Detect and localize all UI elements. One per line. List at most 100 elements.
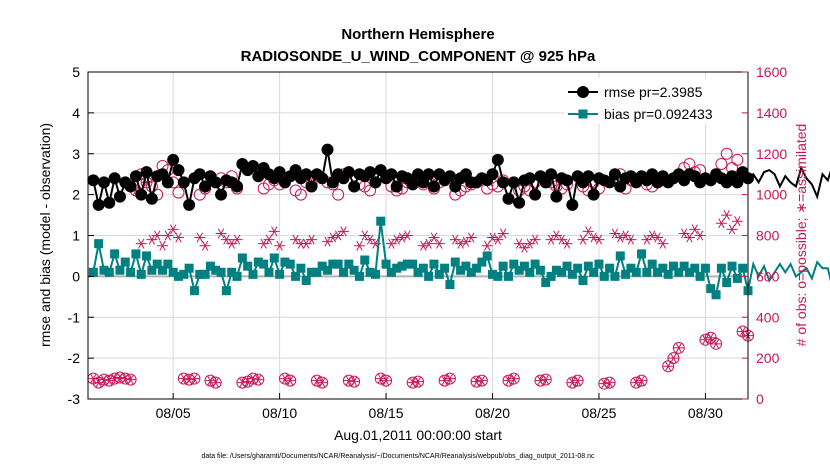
grid [88, 71, 748, 400]
rmse-point [497, 176, 510, 189]
assimilated-point [290, 234, 302, 245]
bias-point [626, 263, 636, 273]
bias-line [92, 221, 830, 297]
bias-point [567, 269, 577, 279]
assimilated-point [652, 232, 664, 243]
bias-point [498, 261, 508, 271]
assimilated-point [215, 228, 227, 239]
rmse-point [390, 180, 403, 193]
assimilated-point [146, 234, 158, 245]
bias-point [418, 263, 428, 273]
assimilated-point [353, 240, 365, 251]
possible-point [731, 153, 744, 166]
rmse-point [348, 180, 361, 193]
assimilated-point [726, 224, 738, 235]
left-tick-label: -3 [68, 391, 81, 407]
bias-point [179, 269, 189, 279]
legend-bias-marker [578, 109, 588, 119]
bias-point [578, 275, 588, 285]
bias-point [211, 265, 221, 275]
right-tick-label: 400 [756, 309, 780, 325]
bias-point [142, 251, 152, 261]
bias-point [530, 259, 540, 269]
assimilated-point [98, 374, 110, 385]
bias-point [120, 257, 130, 267]
assimilated-point [550, 230, 562, 241]
bias-point [503, 271, 513, 281]
left-tick-label: 3 [72, 146, 80, 162]
assimilated-point [481, 240, 493, 251]
assimilated-point [316, 377, 328, 388]
legend-bias-label: bias pr=0.092433 [604, 106, 713, 122]
bias-point [136, 269, 146, 279]
rmse-point [369, 176, 382, 189]
rmse-point [502, 192, 515, 205]
bias-point [168, 267, 178, 277]
assimilated-point [188, 373, 200, 384]
bias-point [317, 261, 327, 271]
rmse-point [561, 174, 574, 187]
assimilated-point [274, 240, 286, 251]
bias-point [450, 257, 460, 267]
assimilated-point [231, 234, 243, 245]
bias-point [706, 284, 716, 294]
rmse-point [406, 178, 419, 191]
assimilated-point [715, 218, 727, 229]
right-tick-label: 800 [756, 228, 780, 244]
rmse-point [364, 166, 377, 179]
x-tick-label: 08/10 [262, 405, 297, 421]
assimilated-point [252, 374, 264, 385]
bias-point [541, 278, 551, 288]
assimilated-point [263, 234, 275, 245]
bias-point [307, 267, 317, 277]
assimilated-point [529, 234, 541, 245]
left-tick-label: -2 [68, 350, 81, 366]
assimilated-point [598, 378, 610, 389]
bias-point [690, 263, 700, 273]
bias-point [562, 261, 572, 271]
rmse-point [422, 168, 435, 181]
bias-point [605, 263, 615, 273]
rmse-point [342, 166, 355, 179]
rmse-point [529, 188, 542, 201]
assimilated-point [322, 236, 334, 247]
bias-point [344, 259, 354, 269]
rmse-point [113, 190, 126, 203]
bias-point [312, 267, 322, 277]
bias-point [445, 280, 455, 290]
data-file-footnote: data file: /Users/gharamti/Documents/NCA… [201, 453, 595, 460]
bias-point [301, 275, 311, 285]
assimilated-point [343, 375, 355, 386]
rmse-point [215, 188, 228, 201]
rmse-point [545, 168, 558, 181]
rmse-point [135, 188, 148, 201]
x-tick-label: 08/20 [475, 405, 510, 421]
assimilated-point [135, 238, 147, 249]
assimilated-point [125, 374, 137, 385]
rmse-point [97, 176, 110, 189]
bias-point [126, 267, 136, 277]
bias-point [205, 261, 215, 271]
rmse-point [385, 168, 398, 181]
rmse-point [523, 172, 536, 185]
bias-point [679, 261, 689, 271]
rmse-point [582, 170, 595, 183]
possible-point [172, 186, 185, 199]
left-tick-label: 0 [72, 268, 80, 284]
assimilated-point [151, 230, 163, 241]
x-axis-label: Aug.01,2011 00:00:00 start [334, 427, 502, 443]
bias-point [163, 259, 173, 269]
bias-point [402, 259, 412, 269]
bias-point [413, 267, 423, 277]
left-tick-label: -1 [68, 309, 81, 325]
right-axis-ticks: 0 200 400 600 800 1000 1200 1400 1600 [742, 64, 787, 407]
bias-point [573, 263, 583, 273]
assimilated-point [172, 232, 184, 243]
assimilated-point [582, 226, 594, 237]
bias-point [184, 263, 194, 273]
rmse-point [145, 192, 158, 205]
assimilated-point [497, 228, 509, 239]
rmse-point [566, 198, 579, 211]
assimilated-point [545, 234, 557, 245]
